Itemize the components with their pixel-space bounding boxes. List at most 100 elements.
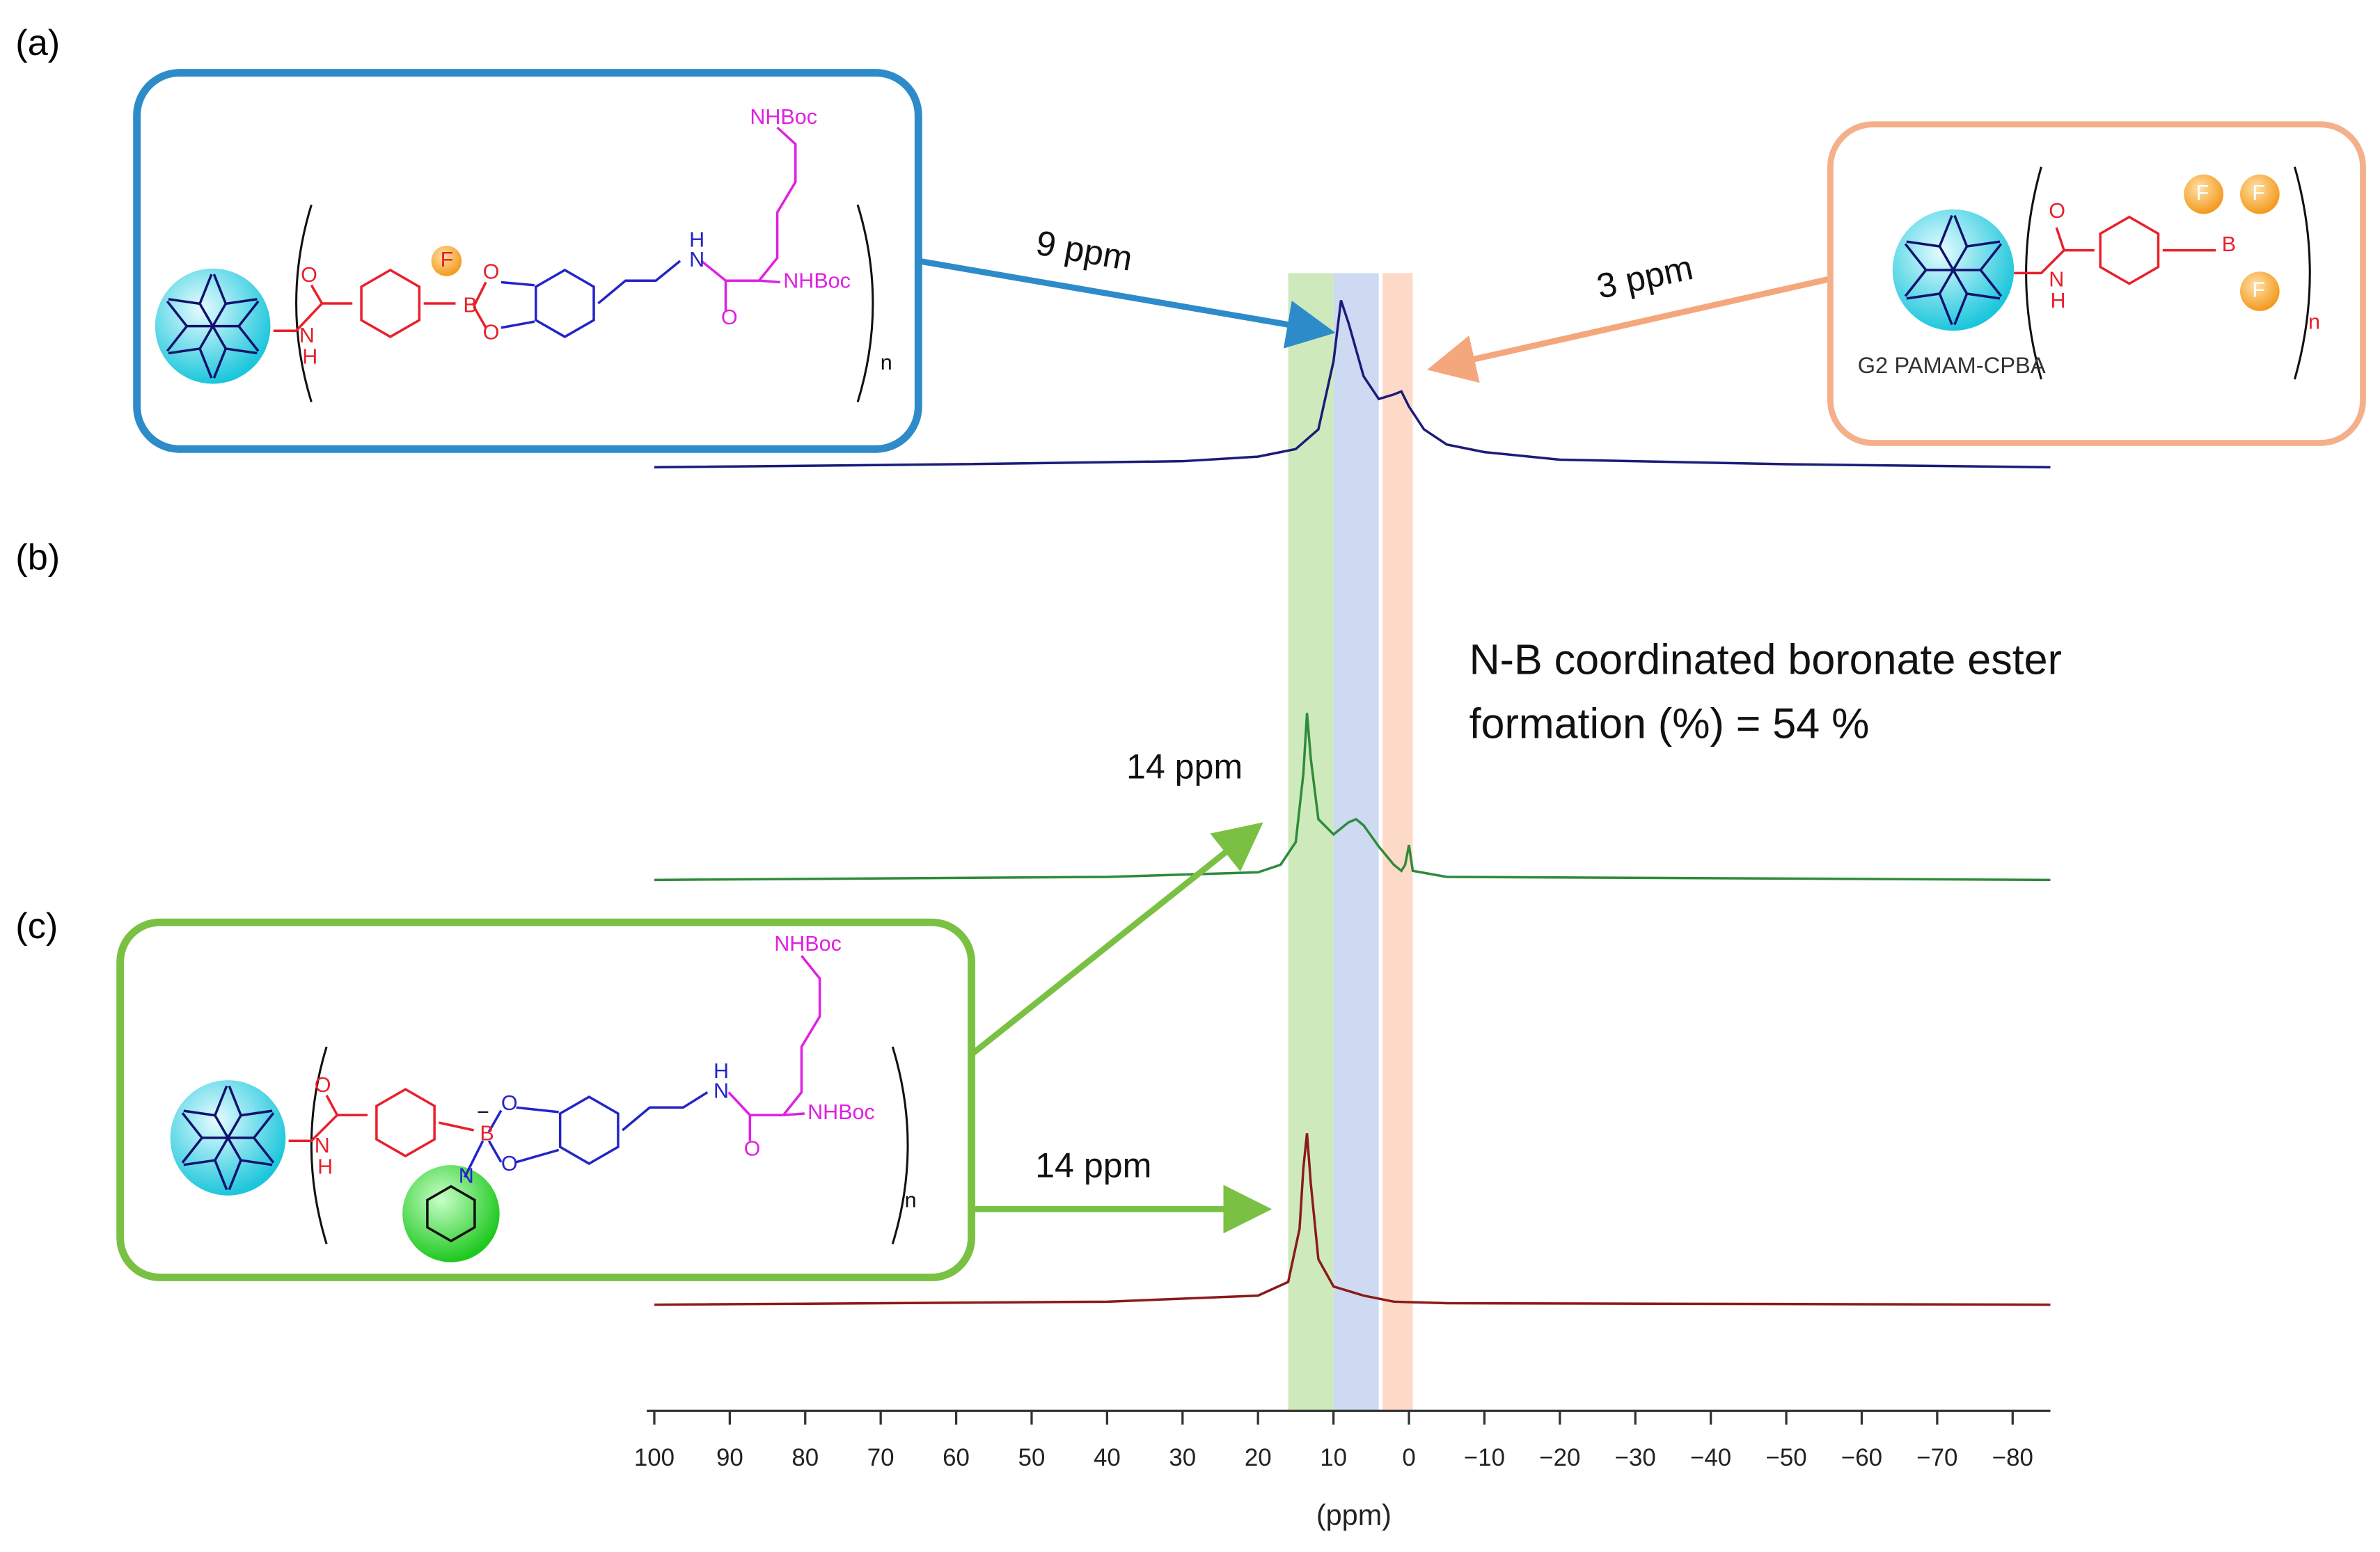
atom: O [501,1152,518,1175]
panel-label: (b) [15,537,60,578]
annotation: 9 ppm [1033,223,1135,278]
bond [288,1114,368,1143]
bond [310,284,324,304]
bond [253,1137,275,1164]
note: formation (%) = 54 % [1469,699,1870,747]
caption: G2 PAMAM-CPBA [1858,352,2046,378]
x-tick-label: 40 [1094,1444,1121,1471]
atom-ball [431,246,462,276]
bond [166,300,188,327]
atom: H [714,1059,729,1083]
bond [2014,248,2095,275]
atom: F [2252,278,2265,302]
annotation: 14 ppm [1035,1146,1151,1185]
spectrum [654,300,2051,469]
ring [558,1095,620,1165]
x-tick-label: 30 [1169,1444,1196,1471]
spectra: 100 90 80 70 60 50 40 30 20 10 0 −10 −20 −30 −40 −50 −60… [634,300,2051,1471]
atom: O [315,1073,331,1097]
atom: H [302,345,317,369]
atom: N [315,1134,330,1157]
bond [212,303,227,327]
x-tick-label: 10 [1320,1444,1347,1471]
annotation: 14 ppm [1126,747,1243,786]
x-tick-label: −60 [1841,1444,1882,1471]
atom: n [2308,310,2320,333]
atom: n [905,1189,917,1212]
atom: O [483,321,500,345]
structure-c-labels: O N H B − N O O N H O NHBoc NHBoc n [315,932,917,1212]
atom: − [477,1100,489,1124]
x-tick-label: 90 [716,1444,743,1471]
bracket [2293,166,2311,380]
ring [535,269,595,338]
highlight-band [1382,273,1413,1411]
bond [212,325,227,349]
atom: N [2049,267,2064,291]
x-tick-label: −20 [1539,1444,1580,1471]
bond [214,1159,228,1191]
atom-ball [2239,174,2280,214]
ring [360,269,421,338]
atom: NHBoc [783,269,851,293]
bracket [310,1046,328,1244]
bond [487,1109,503,1133]
atom: H [317,1155,333,1179]
bond [1906,240,1940,248]
ring [426,1185,476,1243]
atom: N [299,324,315,347]
bond [501,280,535,287]
atom-ball [2184,174,2223,214]
arrow [1426,276,1830,383]
arrow [969,822,1263,1057]
atom: O [301,263,317,287]
bond [212,274,227,305]
spectrum [654,713,2051,882]
bond [516,1106,559,1114]
bond [1967,292,2001,300]
bond [516,1148,560,1164]
bracket [891,1046,909,1244]
atom: O [744,1137,761,1160]
atom: B [2222,232,2236,256]
bond [1952,246,1969,271]
x-tick-label: 0 [1402,1444,1415,1471]
bond [181,1137,203,1164]
bond [1979,269,2003,297]
highlight-bands [1288,273,1413,1411]
bond [1979,243,2003,271]
bond [226,347,258,355]
atom: H [2050,289,2065,312]
bond [1953,293,1969,326]
bond [168,298,200,306]
atom: F [441,248,454,271]
bond [1906,292,1940,300]
bond [1938,269,1955,294]
bond [473,281,487,308]
bond [198,303,214,327]
bond [622,1091,709,1132]
bond [240,1109,273,1117]
atom: NHBoc [774,932,842,956]
atom: n [881,351,892,374]
atom: N [714,1079,729,1103]
bond [240,1159,273,1166]
bond [214,1114,229,1139]
x-tick-label: 50 [1018,1444,1046,1471]
atom: O [501,1091,518,1115]
amine-ball [402,1165,500,1262]
bond [501,320,535,329]
arrow [917,258,1336,349]
bond [273,302,353,332]
atom: F [2252,181,2265,205]
structure-box [133,69,922,453]
bond [1967,240,2001,248]
structure-box [116,918,976,1281]
bond [226,1137,242,1162]
bond [237,325,260,352]
bond [228,1159,242,1191]
structure-box [1827,121,2366,446]
bond [463,1140,484,1178]
bond [226,1114,242,1139]
atom: NHBoc [807,1100,875,1124]
